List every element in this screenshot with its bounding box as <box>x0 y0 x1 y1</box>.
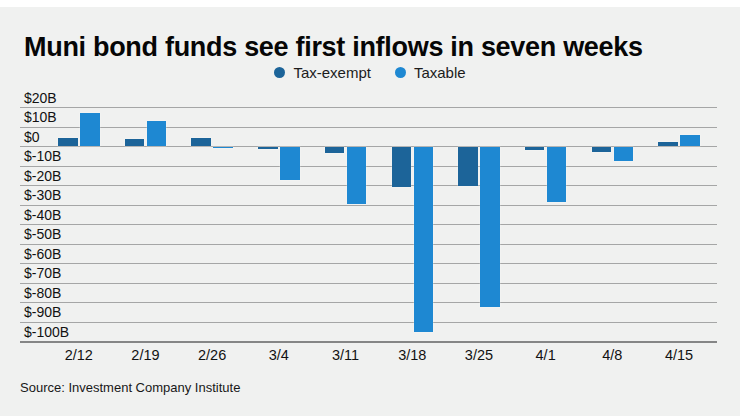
y-axis-label: $10B <box>24 109 57 126</box>
y-axis-label: $-20B <box>24 168 61 185</box>
gridline--20b <box>20 185 717 186</box>
legend-label-tax-exempt: Tax-exempt <box>293 64 371 81</box>
bar-taxable-4-1 <box>547 147 567 202</box>
gridline--30b <box>20 205 717 206</box>
y-axis-label: $-40B <box>24 207 61 224</box>
y-axis-label: $-50B <box>24 226 61 243</box>
x-axis-label-4-1: 4/1 <box>536 347 556 363</box>
y-axis-label: $-90B <box>24 304 61 321</box>
y-axis-label: $-100B <box>24 324 69 341</box>
bar-tax-exempt-2-26 <box>191 138 211 146</box>
x-axis-label-4-8: 4/8 <box>602 347 622 363</box>
y-axis-label: $-60B <box>24 246 61 263</box>
gridline--100b <box>20 341 717 343</box>
legend: Tax-exempt Taxable <box>0 62 740 82</box>
bar-tax-exempt-3-25 <box>458 147 478 186</box>
x-axis-label-3-4: 3/4 <box>269 347 289 363</box>
bar-taxable-3-11 <box>347 147 367 204</box>
gridline--10b <box>20 166 717 167</box>
bar-tax-exempt-4-8 <box>592 147 612 152</box>
bar-tax-exempt-3-11 <box>325 147 345 153</box>
bar-tax-exempt-3-18 <box>392 147 412 187</box>
taxable-dot-icon <box>395 67 406 78</box>
gridline--80b <box>20 302 717 303</box>
bar-taxable-3-18 <box>414 147 434 332</box>
gridline-0 <box>20 146 717 147</box>
x-axis-label-3-25: 3/25 <box>465 347 493 363</box>
bar-taxable-4-15 <box>680 135 700 146</box>
y-axis-label: $-30B <box>24 187 61 204</box>
top-white-strip <box>0 0 740 7</box>
bar-tax-exempt-4-1 <box>525 147 545 150</box>
y-axis-label: $-80B <box>24 285 61 302</box>
x-axis-label-2-12: 2/12 <box>65 347 93 363</box>
gridline--90b <box>20 322 717 323</box>
y-axis-label: $0 <box>24 129 40 146</box>
gridline-20b <box>20 107 717 108</box>
tax-exempt-dot-icon <box>274 67 285 78</box>
bar-taxable-4-8 <box>614 147 634 161</box>
chart-title: Muni bond funds see first inflows in sev… <box>24 32 724 63</box>
x-axis-label-4-15: 4/15 <box>665 347 693 363</box>
x-axis-label-2-26: 2/26 <box>198 347 226 363</box>
bar-tax-exempt-4-15 <box>658 142 678 146</box>
y-axis-label: $20B <box>24 90 57 107</box>
legend-item-tax-exempt: Tax-exempt <box>274 64 371 81</box>
gridline--40b <box>20 224 717 225</box>
bar-taxable-3-4 <box>280 147 300 180</box>
x-axis-label-3-18: 3/18 <box>398 347 426 363</box>
bar-tax-exempt-2-12 <box>58 138 78 146</box>
gridline--60b <box>20 263 717 264</box>
bar-tax-exempt-2-19 <box>125 139 145 146</box>
source-credit: Source: Investment Company Institute <box>20 380 240 395</box>
legend-label-taxable: Taxable <box>414 64 466 81</box>
x-axis-label-2-19: 2/19 <box>131 347 159 363</box>
bar-taxable-2-12 <box>80 113 100 146</box>
legend-item-taxable: Taxable <box>395 64 466 81</box>
gridline-10b <box>20 127 717 128</box>
bar-taxable-3-25 <box>480 147 500 307</box>
y-axis-label: $-70B <box>24 265 61 282</box>
gridline--50b <box>20 244 717 245</box>
bar-taxable-2-19 <box>147 121 167 146</box>
x-axis-label-3-11: 3/11 <box>332 347 359 363</box>
bar-taxable-2-26 <box>213 147 233 148</box>
y-axis-label: $-10B <box>24 148 61 165</box>
bar-tax-exempt-3-4 <box>258 147 278 149</box>
plot-area: $20B$10B$0$-10B$-20B$-30B$-40B$-50B$-60B… <box>20 107 717 341</box>
gridline--70b <box>20 283 717 284</box>
chart-page: Muni bond funds see first inflows in sev… <box>0 0 740 416</box>
